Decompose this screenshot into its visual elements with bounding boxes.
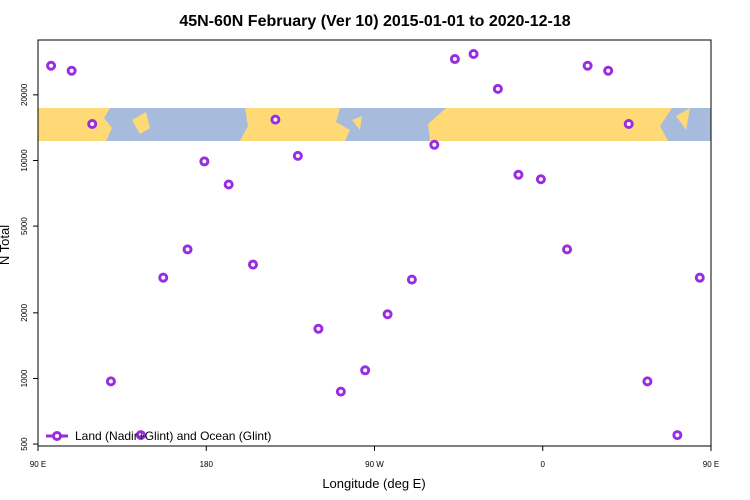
point [449, 54, 460, 65]
plot-frame [37, 39, 712, 447]
point [603, 65, 614, 76]
point [87, 119, 98, 130]
point [223, 179, 234, 190]
land [676, 108, 690, 130]
point [135, 430, 146, 441]
y-tick-label: 10000 [20, 149, 29, 172]
legend-label: Land (Nadir+Glint) and Ocean (Glint) [75, 429, 271, 443]
point [582, 60, 593, 71]
point [292, 150, 303, 161]
point [429, 139, 440, 150]
x-tick-label: 180 [200, 460, 214, 469]
point [672, 430, 683, 441]
point [382, 309, 393, 320]
y-tick-label: 2000 [20, 303, 29, 321]
x-tick-label: 0 [541, 460, 546, 469]
land [240, 108, 350, 141]
point [182, 244, 193, 255]
y-tick-label: 20000 [20, 83, 29, 106]
point [492, 83, 503, 94]
x-tick-label: 90 W [365, 460, 384, 469]
x-tick-label: 90 E [30, 460, 46, 469]
x-axis-label: Longitude (deg E) [322, 476, 425, 491]
y-tick-label: 500 [20, 437, 29, 451]
y-tick-label: 5000 [20, 217, 29, 235]
map-strip [38, 108, 711, 141]
chart-title: 45N-60N February (Ver 10) 2015-01-01 to … [179, 13, 570, 30]
point [158, 272, 169, 283]
point [694, 272, 705, 283]
point [562, 244, 573, 255]
point [66, 65, 77, 76]
land [38, 108, 112, 141]
point [623, 119, 634, 130]
point [468, 48, 479, 59]
legend-marker [52, 431, 62, 441]
land [132, 112, 150, 134]
y-axis-label: N Total [0, 225, 12, 265]
point [46, 60, 57, 71]
point [513, 169, 524, 180]
point [247, 259, 258, 270]
point [270, 114, 281, 125]
point [335, 386, 346, 397]
point [360, 365, 371, 376]
point [406, 274, 417, 285]
point [535, 174, 546, 185]
point [642, 376, 653, 387]
point [313, 323, 324, 334]
land [428, 108, 672, 141]
x-tick-label: 90 E [703, 460, 719, 469]
point [199, 156, 210, 167]
point [105, 376, 116, 387]
land [352, 116, 362, 130]
y-tick-label: 1000 [20, 369, 29, 387]
